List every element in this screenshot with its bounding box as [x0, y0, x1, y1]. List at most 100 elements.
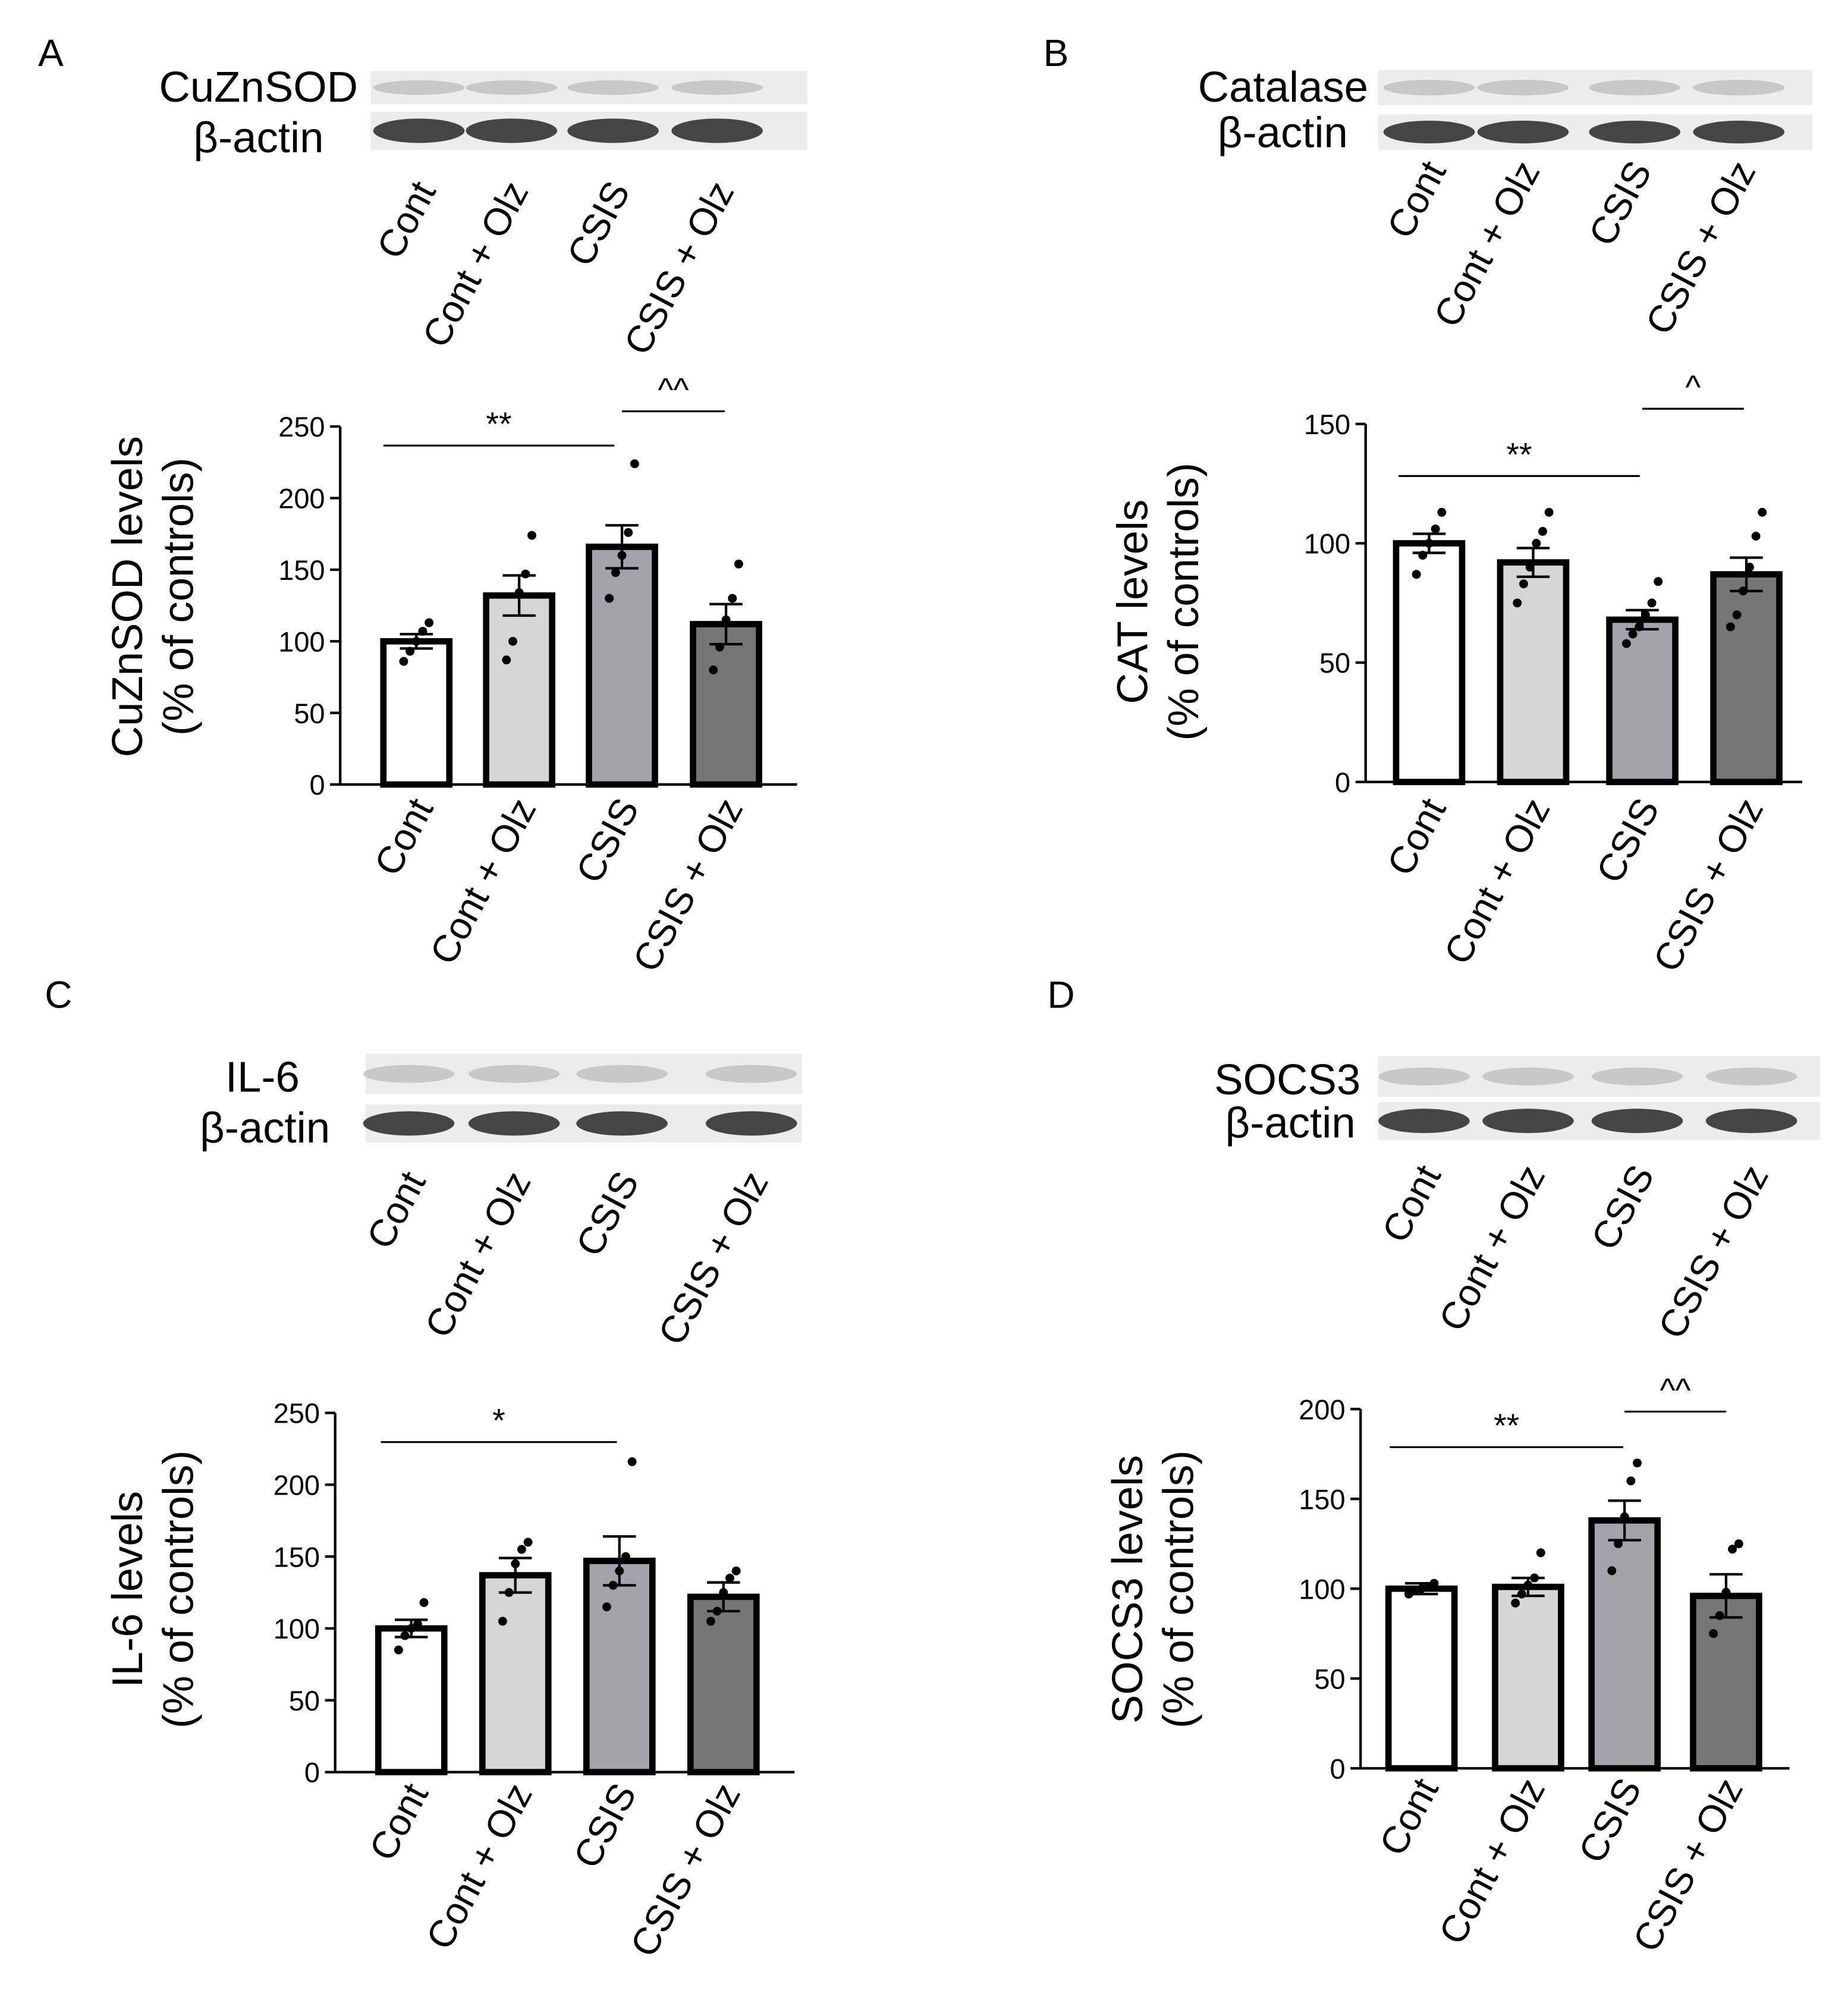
actin-band [1589, 120, 1681, 144]
bar [1492, 1583, 1564, 1772]
western-blot [1378, 1056, 1820, 1140]
data-point [1728, 1545, 1737, 1554]
y-axis-title: IL-6 levels [103, 1491, 152, 1688]
y-axis-title: CuZnSOD levels [103, 436, 152, 757]
blot-label: β-actin [200, 1104, 330, 1152]
data-point [1726, 622, 1735, 632]
x-tick-label: CSIS [568, 791, 648, 890]
western-blot [1378, 70, 1813, 150]
data-point [1525, 563, 1535, 572]
bar [687, 1593, 760, 1775]
y-axis-title: (% of controls) [155, 1450, 203, 1728]
x-tick-label: CSIS + Olz [1645, 791, 1771, 978]
bar [380, 638, 453, 788]
target-band [1482, 1067, 1574, 1085]
actin-band [567, 118, 659, 143]
target-band [1378, 1067, 1470, 1085]
data-point [1607, 1566, 1617, 1575]
data-point [725, 1573, 734, 1583]
data-point [1635, 622, 1644, 632]
y-tick-label: 0 [1330, 1753, 1346, 1784]
data-point [1532, 539, 1541, 548]
y-tick-label: 200 [278, 483, 325, 514]
data-point [1620, 1512, 1629, 1521]
actin-band [1693, 120, 1785, 144]
data-point [1425, 539, 1434, 548]
target-band [1589, 80, 1681, 96]
y-tick-label: 50 [1314, 1663, 1345, 1694]
target-band [567, 80, 659, 95]
blot-label: β-actin [193, 114, 323, 162]
data-point [1437, 507, 1447, 517]
data-point [1709, 1629, 1718, 1639]
blot-label: β-actin [1225, 1098, 1356, 1147]
significance-marker: ^ [1685, 369, 1701, 406]
data-point [630, 459, 639, 469]
x-tick-label: Cont [1379, 791, 1454, 882]
data-point [523, 1537, 533, 1547]
x-tick-label: CSIS + Olz [622, 1777, 749, 1964]
y-axis-title: SOCS3 levels [1104, 1455, 1152, 1724]
data-point [608, 1581, 618, 1590]
data-point [1513, 598, 1522, 608]
data-point [611, 568, 620, 578]
actin-band [1591, 1109, 1683, 1134]
y-tick-label: 50 [289, 1685, 320, 1716]
data-point [706, 1617, 715, 1626]
actin-band [1378, 1109, 1470, 1134]
y-tick-label: 0 [1335, 767, 1350, 798]
blot-label: β-actin [1218, 109, 1348, 157]
target-band [1477, 80, 1569, 96]
data-point [615, 1566, 624, 1575]
target-band [468, 1065, 560, 1083]
data-point [425, 618, 434, 627]
data-point [394, 1645, 403, 1655]
data-point [527, 531, 536, 540]
bar [1690, 1592, 1762, 1772]
x-tick-label: Cont [366, 791, 441, 882]
y-tick-label: 200 [1299, 1393, 1345, 1425]
actin-band [1477, 120, 1569, 144]
bar [483, 592, 555, 788]
data-point [1626, 1476, 1636, 1486]
data-point [1429, 1578, 1439, 1588]
data-point [728, 594, 737, 603]
data-point [1734, 1539, 1743, 1549]
blot-lane-label: CSIS [559, 174, 639, 273]
data-point [1431, 524, 1440, 533]
bar [479, 1572, 552, 1775]
data-point [1511, 1598, 1520, 1608]
bar-chart: 0 50 100 150 200 250 CuZnSOD levels (% of contr… [103, 371, 797, 978]
data-point [734, 559, 743, 569]
y-axis-title: (% of controls) [1159, 463, 1208, 741]
data-point [517, 1545, 526, 1554]
y-tick-label: 100 [1304, 528, 1350, 560]
actin-band [671, 118, 763, 143]
target-band [671, 80, 763, 95]
blot-lane-label: CSIS + Olz [650, 1165, 777, 1352]
data-point [1640, 610, 1650, 620]
blot-lane-label: Cont + Olz [1431, 1158, 1553, 1338]
x-tick-label: Cont [361, 1776, 436, 1867]
x-tick-label: CSIS + Olz [624, 791, 751, 978]
panel-label: D [1047, 974, 1074, 1016]
western-blot [363, 1053, 803, 1143]
data-point [605, 594, 614, 603]
data-point [1647, 598, 1657, 608]
bar [1497, 559, 1570, 786]
target-band [363, 1065, 455, 1083]
actin-band [1383, 120, 1475, 144]
bar [1588, 1517, 1661, 1772]
blot-lane-label: Cont + Olz [416, 1165, 539, 1344]
blot-lane-label: CSIS + Olz [1637, 154, 1764, 341]
data-point [1519, 579, 1528, 589]
data-point [1745, 563, 1754, 572]
data-point [1654, 577, 1663, 586]
data-point [1523, 1580, 1533, 1590]
data-point [521, 569, 530, 579]
target-band [1591, 1067, 1683, 1085]
bar-chart: 0 50 100 150 200 SOCS3 levels (% of controls) C… [1104, 1371, 1790, 1959]
actin-band [705, 1111, 797, 1136]
y-tick-label: 150 [1304, 409, 1350, 440]
